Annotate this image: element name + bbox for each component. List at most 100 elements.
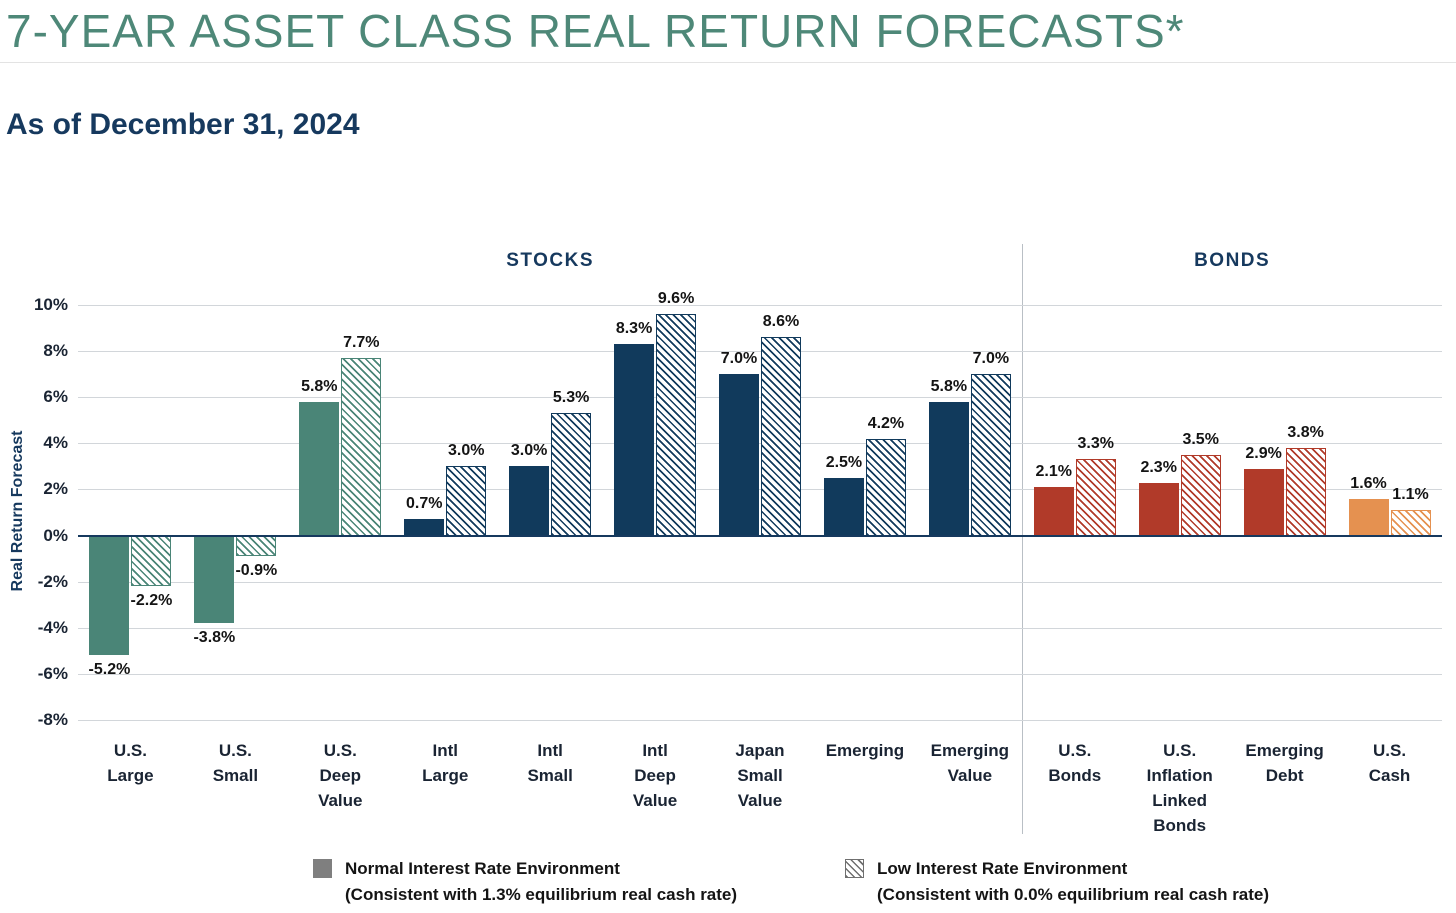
category-label: Intl Small (527, 741, 573, 785)
gridline (78, 627, 1442, 629)
y-tick-label: -4% (37, 617, 68, 637)
legend-label: Normal Interest Rate Environment (345, 859, 620, 878)
bar-solid (1243, 468, 1284, 536)
zero-baseline (78, 534, 1442, 537)
bar-value-label: 3.0% (447, 442, 485, 460)
bar-value-label: 5.3% (552, 389, 590, 407)
category-label: Emerging (825, 741, 905, 760)
bar-value-label: 3.5% (1182, 430, 1219, 448)
bar-value-label: 3.8% (1287, 423, 1324, 441)
bar-value-label: 3.0% (510, 442, 548, 460)
gridline (78, 397, 1442, 399)
category-label: U.S. Large (107, 741, 154, 785)
y-tick-label: 10% (33, 295, 68, 314)
bar-value-label: 8.3% (615, 320, 653, 338)
bar-hatched (656, 314, 697, 536)
category-label: Emerging Debt (1245, 741, 1324, 785)
gridline (78, 489, 1442, 491)
bar-solid (1138, 482, 1179, 536)
legend-entry-low: Low Interest Rate Environment (Consisten… (845, 856, 1269, 908)
section-label-bonds: BONDS (1194, 250, 1271, 271)
as-of-date: As of December 31, 2024 (6, 108, 360, 141)
bar-value-label: 2.5% (825, 453, 863, 471)
bar-value-label: 8.6% (762, 313, 800, 331)
bar-solid (89, 535, 130, 656)
bar-value-label: 9.6% (657, 290, 695, 308)
bar-hatched (761, 337, 801, 536)
bar-value-label: 7.0% (720, 350, 758, 368)
legend-entry-normal: Normal Interest Rate Environment (Consis… (313, 856, 737, 908)
section-label-stocks: STOCKS (506, 250, 595, 271)
category-label: U.S. Inflation Linked Bonds (1146, 741, 1213, 835)
bar-value-label: 7.7% (343, 334, 380, 352)
gridline (78, 443, 1442, 445)
bar-solid (719, 374, 759, 536)
gridline (78, 720, 1442, 721)
bar-hatched (1285, 447, 1326, 536)
bar-value-label: 5.8% (301, 377, 338, 395)
legend-sublabel: (Consistent with 0.0% equilibrium real c… (877, 885, 1270, 904)
y-tick-label: 8% (43, 341, 68, 361)
bar-hatched (970, 374, 1011, 536)
bar-solid (509, 466, 550, 536)
y-tick-label: -2% (37, 571, 68, 591)
bar-value-label: 2.3% (1140, 458, 1177, 476)
bar-value-label: 3.3% (1077, 435, 1114, 453)
bar-value-label: 5.8% (930, 377, 968, 395)
bar-solid (614, 344, 655, 536)
legend-sublabel: (Consistent with 1.3% equilibrium real c… (345, 885, 738, 904)
bar-hatched (446, 466, 487, 536)
y-tick-label: 0% (43, 525, 68, 545)
bar-value-label: 1.1% (1392, 486, 1429, 504)
solid-swatch-icon (313, 859, 332, 878)
bar-value-label: -0.9% (235, 562, 278, 580)
y-tick-label: 2% (43, 479, 68, 499)
category-label: Intl Large (422, 741, 469, 785)
gridline (78, 351, 1442, 353)
bar-hatched (341, 358, 382, 536)
gridline (78, 673, 1442, 675)
legend: Normal Interest Rate Environment (Consis… (0, 856, 1456, 912)
gridline (78, 581, 1442, 583)
bar-value-label: -2.2% (130, 592, 173, 610)
bar-hatched (1180, 454, 1221, 536)
bar-hatched (131, 535, 172, 587)
y-tick-label: 6% (43, 387, 68, 407)
bar-value-label: 4.2% (867, 414, 905, 432)
page-title: 7-YEAR ASSET CLASS REAL RETURN FORECASTS… (6, 5, 1185, 57)
title-divider (0, 62, 1456, 63)
bar-value-label: 7.0% (972, 350, 1010, 368)
bar-solid (1348, 498, 1389, 536)
y-tick-label: -8% (37, 710, 68, 729)
category-label: Intl Deep Value (632, 741, 678, 810)
bar-value-label: 2.9% (1245, 444, 1282, 462)
bar-solid (194, 535, 235, 624)
bar-solid (404, 519, 445, 536)
bar-value-label: 0.7% (405, 495, 443, 513)
bar-hatched (1390, 510, 1431, 536)
hatched-swatch-icon (845, 859, 864, 878)
bar-solid (1033, 487, 1074, 536)
legend-label: Low Interest Rate Environment (877, 859, 1128, 878)
bar-hatched (865, 438, 906, 536)
bar-value-label: -3.8% (193, 629, 236, 647)
category-label: U.S. Small (212, 741, 259, 785)
bar-hatched (551, 413, 592, 536)
bar-value-label: 1.6% (1350, 474, 1387, 492)
bar-value-label: -5.2% (88, 661, 131, 679)
stocks-bonds-divider (1022, 244, 1024, 834)
bar-hatched (236, 535, 277, 557)
category-label: U.S. Cash (1368, 741, 1411, 785)
category-label: Emerging Value (930, 741, 1010, 785)
bar-solid (928, 401, 969, 536)
y-tick-label: 4% (43, 433, 68, 453)
category-label: Japan Small Value (735, 741, 785, 810)
gridline (78, 305, 1442, 306)
y-tick-label: -6% (37, 663, 68, 683)
bar-hatched (1075, 459, 1116, 536)
category-label: U.S. Deep Value (318, 741, 363, 810)
bar-value-label: 2.1% (1035, 463, 1072, 481)
bar-solid (299, 401, 340, 536)
bar-solid (823, 477, 864, 536)
